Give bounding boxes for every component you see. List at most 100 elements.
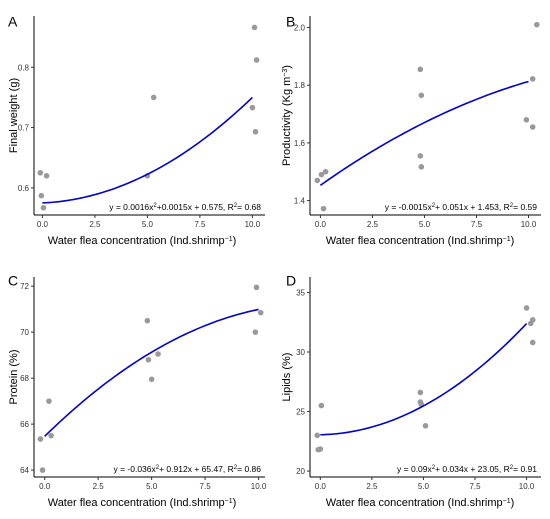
data-point	[46, 398, 52, 404]
y-tick-label: 1.4	[294, 197, 306, 206]
data-point	[37, 169, 44, 176]
y-tick-label: 0.7	[18, 124, 30, 133]
y-tick-label: 25	[296, 408, 305, 417]
data-point	[249, 104, 256, 111]
label-part: Water flea concentration (Ind.shrimp	[48, 235, 225, 247]
label-part: y = 0.09x	[397, 464, 432, 474]
label-part: Final weight (g)	[8, 78, 20, 153]
label-part: = 0.68	[237, 202, 261, 212]
label-part: Water flea concentration (Ind.shrimp	[326, 235, 503, 247]
label-part: 2	[234, 465, 238, 471]
label-part: y = 0.0016x	[109, 202, 154, 212]
data-point	[253, 284, 260, 291]
data-point	[529, 76, 536, 82]
panel-letter: D	[286, 272, 296, 288]
label-part: Productivity (Kg m	[281, 77, 293, 166]
y-tick-label: 35	[296, 288, 305, 297]
label-part: Protein (%)	[8, 349, 20, 404]
data-point	[38, 192, 45, 199]
panel-b: B 0.0 2.5 5.0 7.5 10.0 1.4 1.6 1.8 2.0 y = -0.0015…	[281, 13, 541, 247]
y-tick-label: 64	[20, 466, 29, 475]
x-tick-label: 5.0	[419, 220, 431, 229]
data-point	[523, 117, 530, 123]
x-tick-label: 5.0	[418, 482, 430, 491]
y-tick-label: 70	[20, 328, 29, 337]
data-point	[527, 320, 534, 327]
label-part: 2	[432, 465, 436, 471]
data-point	[39, 467, 46, 473]
equation-label: y = -0.0015x2+ 0.051x + 1.453, R2= 0.59	[385, 202, 538, 212]
data-point	[322, 168, 329, 175]
label-part: = 0.86	[237, 464, 261, 474]
label-part: )	[233, 235, 237, 247]
data-point	[144, 317, 151, 324]
label-part: y = -0.036x	[113, 464, 156, 474]
fit-curve	[319, 80, 529, 186]
y-tick-label: 0.8	[18, 63, 30, 72]
x-tick-label: 2.5	[367, 220, 379, 229]
label-part: 2	[510, 203, 514, 209]
data-point	[529, 124, 536, 130]
x-tick-label: 10.0	[245, 220, 261, 229]
data-point	[145, 356, 152, 363]
data-point	[418, 92, 425, 99]
data-point	[148, 376, 155, 383]
data-point	[422, 423, 429, 429]
label-part: = 0.91	[513, 464, 537, 474]
label-part: +0.0015x + 0.575, R	[157, 202, 234, 212]
y-tick-label: 20	[296, 467, 305, 476]
label-part: 2	[510, 465, 514, 471]
data-point	[252, 329, 259, 335]
label-part: −1	[503, 498, 511, 505]
x-tick-label: 5.0	[146, 482, 158, 491]
x-axis-label: Water flea concentration (Ind.shrimp−1)	[48, 235, 237, 247]
data-point	[529, 339, 536, 346]
x-tick-label: 0.0	[315, 220, 327, 229]
label-part: + 0.034x + 23.05, R	[435, 464, 510, 474]
data-point	[257, 309, 264, 316]
x-tick-label: 0.0	[37, 220, 49, 229]
x-axis-label: Water flea concentration (Ind.shrimp−1)	[326, 497, 515, 509]
label-part: Water flea concentration (Ind.shrimp	[48, 497, 225, 509]
y-tick-label: 1.8	[294, 81, 306, 90]
y-axis-label: Final weight (g)	[8, 78, 20, 153]
label-part: = 0.59	[513, 202, 537, 212]
y-axis-label: Productivity (Kg m−3)	[281, 65, 293, 166]
data-point	[417, 66, 424, 73]
data-point	[417, 153, 424, 159]
x-tick-label: 7.5	[469, 482, 481, 491]
equation-label: y = 0.09x2+ 0.034x + 23.05, R2= 0.91	[397, 464, 537, 474]
fit-curve	[42, 96, 253, 204]
label-part: )	[511, 235, 515, 247]
equation-label: y = 0.0016x2+0.0015x + 0.575, R2= 0.68	[109, 202, 261, 212]
y-tick-label: 68	[20, 374, 29, 383]
y-tick-label: 66	[20, 420, 29, 429]
data-point	[320, 205, 327, 212]
data-point	[155, 351, 161, 357]
data-point	[318, 402, 325, 409]
data-point	[40, 204, 47, 211]
y-tick-label: 30	[296, 348, 305, 357]
x-tick-label: 7.5	[200, 482, 212, 491]
label-part: )	[233, 497, 237, 509]
label-part: −3	[282, 69, 289, 77]
y-axis-label: Protein (%)	[8, 349, 20, 404]
data-point	[418, 164, 425, 170]
data-point	[417, 389, 424, 396]
x-tick-label: 7.5	[471, 220, 483, 229]
data-point	[37, 436, 44, 442]
panel-letter: B	[286, 13, 295, 29]
y-tick-label: 2.0	[294, 24, 306, 33]
x-tick-label: 7.5	[194, 220, 206, 229]
x-tick-label: 2.5	[93, 482, 105, 491]
data-point	[523, 305, 530, 311]
data-point	[251, 24, 258, 31]
fit-curve	[320, 322, 528, 436]
data-point	[317, 446, 324, 452]
label-part: −1	[225, 498, 233, 505]
y-tick-label: 1.6	[294, 139, 306, 148]
x-tick-label: 0.0	[39, 482, 51, 491]
